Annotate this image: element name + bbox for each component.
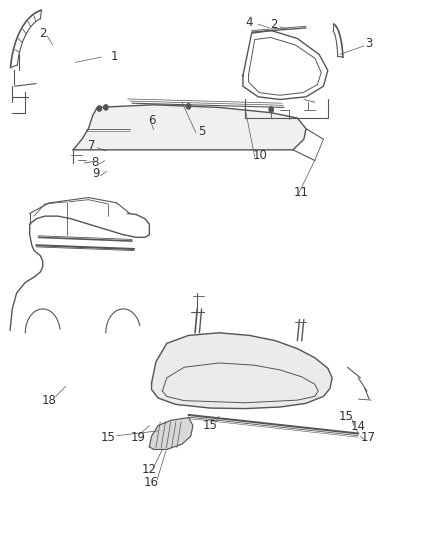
Text: 8: 8 [91,156,99,168]
Text: 7: 7 [88,139,95,152]
Circle shape [186,104,191,109]
Text: 6: 6 [148,114,155,127]
Text: 18: 18 [42,393,57,407]
Text: 15: 15 [101,431,116,445]
Text: 4: 4 [246,16,253,29]
Text: 2: 2 [39,27,47,39]
Text: 15: 15 [203,419,218,432]
Circle shape [97,106,102,111]
Polygon shape [149,418,193,449]
Text: 16: 16 [144,476,159,489]
Polygon shape [152,333,332,409]
Text: 1: 1 [111,50,118,62]
Text: 19: 19 [131,431,146,444]
Text: 2: 2 [270,18,277,31]
Text: 9: 9 [92,167,100,180]
Polygon shape [73,105,306,150]
Circle shape [269,107,273,112]
Circle shape [104,105,108,110]
Text: 12: 12 [142,463,157,476]
Text: 15: 15 [339,409,353,423]
Text: 11: 11 [293,186,308,199]
Text: 14: 14 [351,420,366,433]
Text: 10: 10 [253,149,268,161]
Text: 5: 5 [198,125,205,138]
Text: 17: 17 [361,431,376,444]
Text: 3: 3 [365,37,373,50]
